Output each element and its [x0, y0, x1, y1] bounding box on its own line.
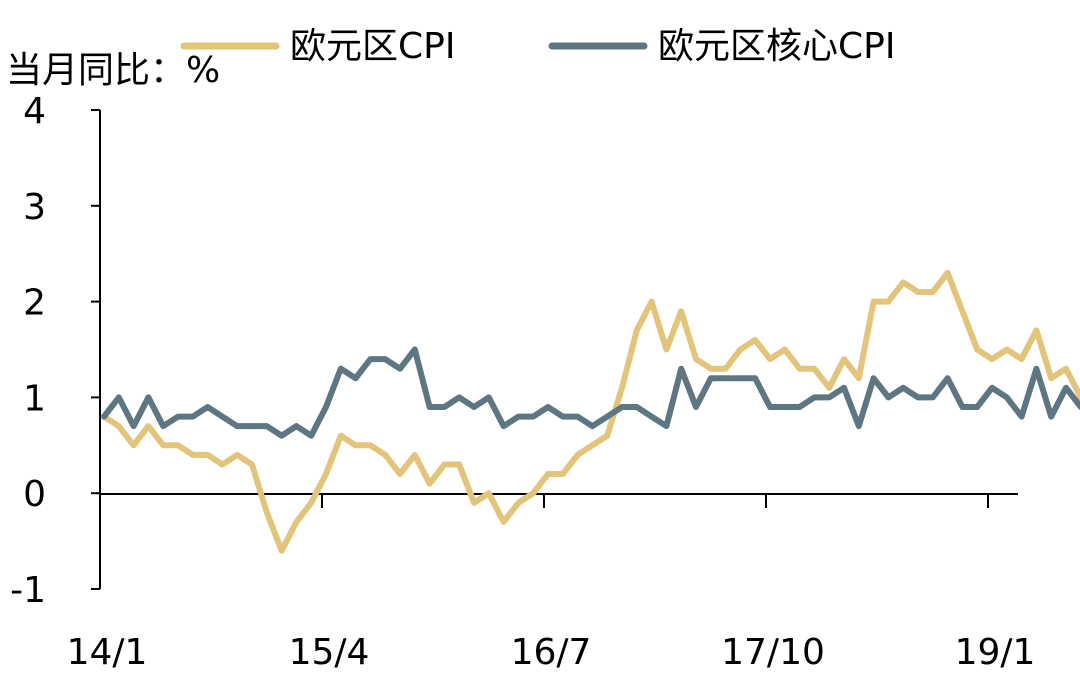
series-line-core-cpi: [101, 346, 1080, 439]
x-tick-label: 15/4: [289, 632, 370, 673]
series-line-cpi: [101, 269, 1080, 554]
series-layer: [101, 269, 1080, 554]
legend-label-core-cpi: 欧元区核心CPI: [658, 26, 895, 67]
y-tick-label: 0: [23, 474, 46, 515]
y-tick-label: 3: [23, 187, 46, 228]
x-tick-label: 16/7: [511, 632, 592, 673]
legend-label-cpi: 欧元区CPI: [290, 26, 455, 67]
y-axis-ticks: -1 0 1 2 3 4: [10, 91, 100, 611]
y-unit-label: 当月同比：%: [6, 50, 220, 91]
y-tick-label: 2: [23, 283, 46, 324]
y-tick-label: 4: [23, 91, 46, 132]
x-tick-label: 14/1: [67, 632, 148, 673]
legend: 欧元区CPI 欧元区核心CPI: [180, 26, 895, 67]
x-tick-label: 19/1: [955, 632, 1036, 673]
y-tick-label: 1: [23, 378, 46, 419]
y-tick-label: -1: [10, 570, 46, 611]
axes: [99, 110, 1018, 589]
x-tick-label: 17/10: [721, 632, 825, 673]
